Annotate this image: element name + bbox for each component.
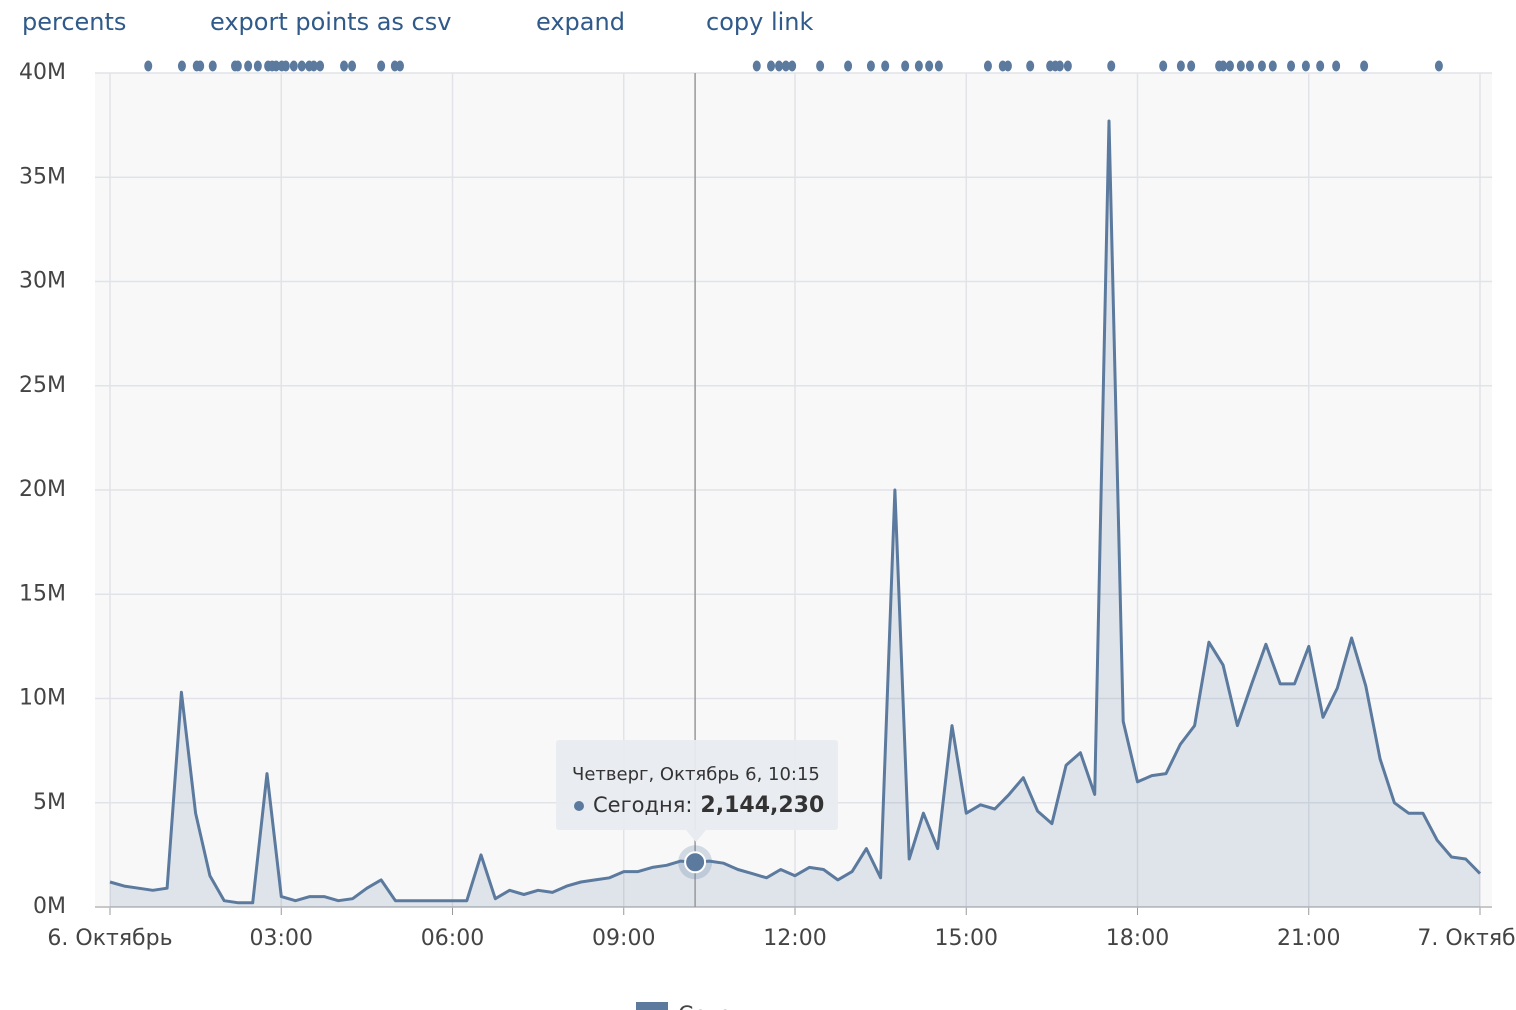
event-marker <box>1360 60 1369 72</box>
y-tick-label: 30M <box>19 269 66 294</box>
event-marker <box>1301 60 1310 72</box>
event-marker <box>196 60 205 72</box>
event-marker <box>983 60 992 72</box>
y-tick-label: 40M <box>19 60 66 85</box>
tooltip-bullet <box>574 801 584 811</box>
tooltip-arrow <box>686 830 706 842</box>
event-marker <box>844 60 853 72</box>
event-marker <box>1316 60 1325 72</box>
y-tick-label: 25M <box>19 373 66 398</box>
export-link[interactable]: export points as csv <box>210 8 452 36</box>
event-marker <box>1236 60 1245 72</box>
event-marker <box>1434 60 1443 72</box>
event-marker <box>767 60 776 72</box>
event-marker <box>788 60 797 72</box>
x-tick-label: 12:00 <box>763 926 826 951</box>
event-marker <box>1332 60 1341 72</box>
tooltip-label: Сегодня: 2,144,230 <box>593 793 824 818</box>
x-tick-label: 18:00 <box>1106 926 1169 951</box>
hover-point <box>684 851 707 874</box>
x-tick-label: 7. Октябрь <box>1417 926 1516 951</box>
event-marker <box>925 60 934 72</box>
y-tick-label: 0M <box>33 894 66 919</box>
x-tick-label: 03:00 <box>250 926 313 951</box>
event-marker <box>1225 60 1234 72</box>
event-marker <box>244 60 253 72</box>
event-marker <box>377 60 386 72</box>
event-marker <box>1245 60 1254 72</box>
event-marker <box>1219 60 1228 72</box>
event-marker <box>309 60 318 72</box>
y-tick-label: 15M <box>19 581 66 606</box>
area-fill <box>110 121 1480 907</box>
event-marker <box>281 60 290 72</box>
event-marker <box>914 60 923 72</box>
event-marker <box>1026 60 1035 72</box>
event-marker <box>1287 60 1296 72</box>
event-marker <box>348 60 357 72</box>
event-marker <box>866 60 875 72</box>
event-marker <box>816 60 825 72</box>
legend-label: Сегодня <box>678 1003 775 1010</box>
event-marker <box>208 60 217 72</box>
event-marker <box>781 60 790 72</box>
expand-link[interactable]: expand <box>536 8 625 36</box>
event-marker <box>340 60 349 72</box>
y-tick-label: 10M <box>19 686 66 711</box>
x-tick-label: 09:00 <box>592 926 655 951</box>
y-tick-label: 20M <box>19 477 66 502</box>
tooltip: Четверг, Октябрь 6, 10:15 Сегодня: 2,144,2… <box>556 740 838 842</box>
tooltip-box <box>556 740 838 830</box>
event-marker <box>316 60 325 72</box>
event-marker <box>1187 60 1196 72</box>
x-tick-label: 6. Октябрь <box>47 926 172 951</box>
percents-link[interactable]: percents <box>22 8 127 36</box>
event-marker <box>1055 60 1064 72</box>
event-marker <box>1159 60 1168 72</box>
event-marker <box>144 60 153 72</box>
event-marker <box>752 60 761 72</box>
series-line <box>109 119 1482 905</box>
event-marker <box>1107 60 1116 72</box>
event-marker <box>881 60 890 72</box>
event-marker <box>1063 60 1072 72</box>
event-marker <box>934 60 943 72</box>
event-marker <box>1268 60 1277 72</box>
x-tick-label: 15:00 <box>935 926 998 951</box>
event-marker <box>233 60 242 72</box>
event-marker <box>395 60 404 72</box>
event-marker <box>775 60 784 72</box>
event-marker <box>253 60 262 72</box>
tooltip-value: 2,144,230 <box>700 793 824 818</box>
legend-swatch <box>636 1002 668 1010</box>
tooltip-series: Сегодня: <box>593 793 692 817</box>
x-tick-label: 21:00 <box>1277 926 1340 951</box>
x-tick-label: 06:00 <box>421 926 484 951</box>
y-tick-label: 35M <box>19 164 66 189</box>
event-marker <box>901 60 910 72</box>
event-marker <box>1176 60 1185 72</box>
event-marker <box>289 60 298 72</box>
copy-link[interactable]: copy link <box>706 8 814 36</box>
y-tick-label: 5M <box>33 790 66 815</box>
event-marker <box>1257 60 1266 72</box>
event-marker <box>1003 60 1012 72</box>
event-marker <box>272 60 281 72</box>
tooltip-header: Четверг, Октябрь 6, 10:15 <box>572 764 820 785</box>
event-marker <box>297 60 306 72</box>
event-marker <box>177 60 186 72</box>
